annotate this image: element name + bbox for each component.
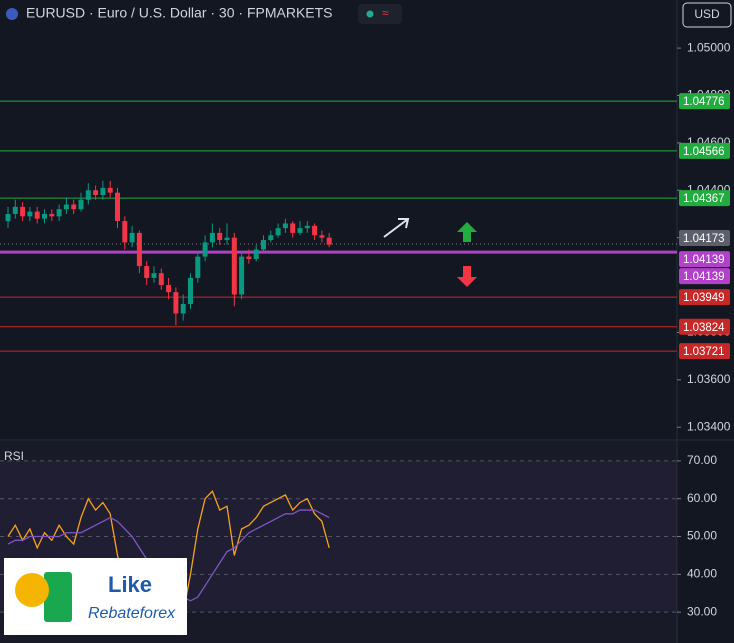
up-arrow [457,222,477,242]
rsi-title: RSI [4,449,24,463]
candle-body [78,199,84,210]
price-tag-label: 1.04173 [683,233,725,245]
candle-body [27,211,33,217]
candle-body [56,209,62,217]
candle-body [319,235,325,238]
logo-subtitle: Rebateforex [88,605,176,622]
candle-body [144,266,150,278]
y-tick-label: 40.00 [687,567,717,581]
candle-body [107,187,113,193]
candle-body [253,249,259,259]
y-tick-label: 1.03600 [687,372,731,386]
candle-body [20,206,26,217]
candle-body [297,228,303,233]
price-tag [679,230,730,247]
candle-body [151,273,157,278]
y-tick-label: 70.00 [687,453,717,467]
logo: Like Rebateforex [4,558,187,635]
logo-icon [44,572,72,622]
candle-body [173,292,179,314]
candle-body [34,211,40,219]
arrows [383,218,477,287]
price-tag-label: 1.04776 [683,96,725,108]
candle-body [304,225,310,229]
price-tag [679,318,730,335]
candle-body [268,235,274,241]
price-tag-label: 1.04139 [683,271,725,283]
price-tag [679,251,730,268]
candle-body [275,228,281,236]
candle-body [188,277,193,304]
candle-body [42,213,47,219]
candle-body [231,237,237,295]
y-tick-label: 50.00 [687,529,717,543]
candle-body [122,221,128,243]
y-tick-label: 1.05000 [687,40,731,54]
candle-body [209,232,215,243]
candle-body [246,256,252,259]
price-tag-label: 1.04566 [683,146,725,158]
candle-body [129,232,135,243]
candle-body [49,213,55,217]
candle-body [5,213,11,222]
y-tick-label: 1.03400 [687,419,731,433]
candle-body [202,242,208,257]
candle-body [63,204,69,210]
candle-body [85,190,91,200]
price-tag [679,289,730,306]
symbol-title[interactable]: EURUSD · Euro / U.S. Dollar · 30 · FPMAR… [26,5,333,21]
logo-face [15,573,49,607]
price-tag [679,93,730,110]
candle-body [239,256,245,295]
status-dot [366,10,374,18]
price-tag [679,343,730,360]
candle-body [93,190,99,196]
candle-body [217,232,223,241]
candle-body [195,256,201,278]
candle-body [100,187,106,196]
candle-body [180,303,186,314]
candle-body [326,237,332,245]
candle-body [136,232,142,267]
candle-body [290,223,296,233]
status-icon: ≈ [382,6,389,20]
y-tick-label: 60.00 [687,491,717,505]
price-tag-label: 1.03721 [683,346,725,358]
status-badge [358,4,402,24]
currency-button[interactable] [682,2,732,28]
price-tag [679,190,730,207]
price-tag [679,268,730,285]
logo-title: Like [108,572,152,597]
y-tick-label: 30.00 [687,604,717,618]
candle-body [312,225,318,236]
candle-body [166,285,172,293]
price-tag-label: 1.03824 [683,322,725,334]
down-arrow [457,266,477,287]
candle-body [282,223,288,229]
candle-body [224,237,230,241]
price-tag-label: 1.04367 [683,193,725,205]
candle-body [158,273,164,286]
price-tag-label: 1.03949 [683,292,725,304]
currency-label[interactable]: USD [694,7,720,21]
trend-arrow [383,218,410,238]
symbol-icon[interactable] [6,8,18,20]
candle-body [71,204,77,210]
price-tag [679,142,730,159]
price-tag-label: 1.04139 [683,254,725,266]
candle-body [115,192,120,222]
candle-body [261,240,266,250]
candle-body [12,206,18,214]
